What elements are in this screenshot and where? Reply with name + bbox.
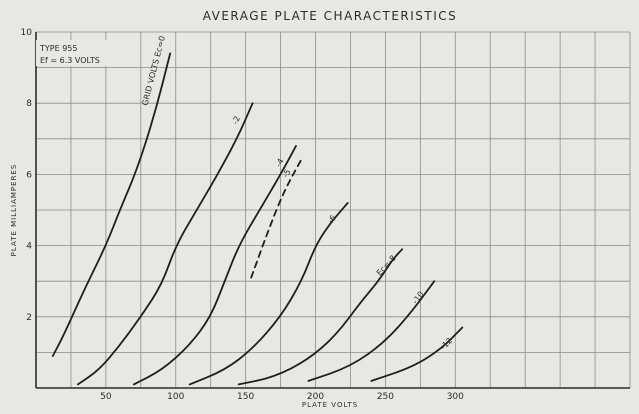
curve-label: -2 — [231, 115, 242, 126]
plate-curve — [250, 155, 304, 279]
plate-curve — [307, 280, 436, 382]
plate-curve — [77, 102, 254, 386]
y-tick-labels: 2 4 6 8 10 — [21, 28, 33, 323]
x-tick-labels: 50 100 150 200 250 300 — [100, 392, 464, 402]
plate-curve — [51, 52, 172, 357]
plate-curve — [237, 248, 404, 386]
x-tick-label: 250 — [377, 392, 394, 402]
filament-voltage-note: Ef = 6.3 VOLTS — [40, 56, 100, 65]
x-tick-label: 100 — [167, 392, 184, 402]
curves — [51, 52, 464, 386]
y-tick-label: 4 — [26, 242, 32, 252]
plate-curve — [370, 326, 464, 382]
y-axis-label: PLATE MILLIAMPERES — [10, 164, 18, 257]
x-tick-label: 150 — [237, 392, 254, 402]
annotation-box — [36, 40, 126, 66]
curve-label: -4 — [274, 157, 286, 168]
tube-type-note: TYPE 955 — [39, 44, 77, 53]
chart-title: AVERAGE PLATE CHARACTERISTICS — [203, 9, 458, 23]
y-tick-label: 6 — [26, 170, 32, 180]
y-tick-label: 10 — [21, 28, 33, 38]
plate-curve — [132, 145, 297, 386]
x-tick-label: 300 — [447, 392, 464, 402]
x-axis-label: PLATE VOLTS — [302, 401, 358, 409]
y-tick-label: 2 — [26, 313, 32, 323]
y-tick-label: 8 — [26, 99, 32, 109]
x-tick-label: 200 — [307, 392, 324, 402]
curve-label: -6 — [326, 213, 338, 225]
axes — [35, 32, 630, 389]
plate-curve — [188, 202, 349, 386]
curve-label: -5 — [281, 168, 293, 179]
x-tick-label: 50 — [100, 392, 112, 402]
